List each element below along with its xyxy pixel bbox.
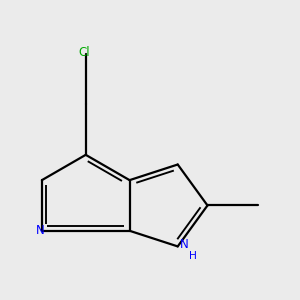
Text: N: N [35, 224, 44, 237]
Text: Cl: Cl [78, 46, 89, 59]
Text: H: H [189, 250, 197, 260]
Text: N: N [180, 238, 189, 251]
